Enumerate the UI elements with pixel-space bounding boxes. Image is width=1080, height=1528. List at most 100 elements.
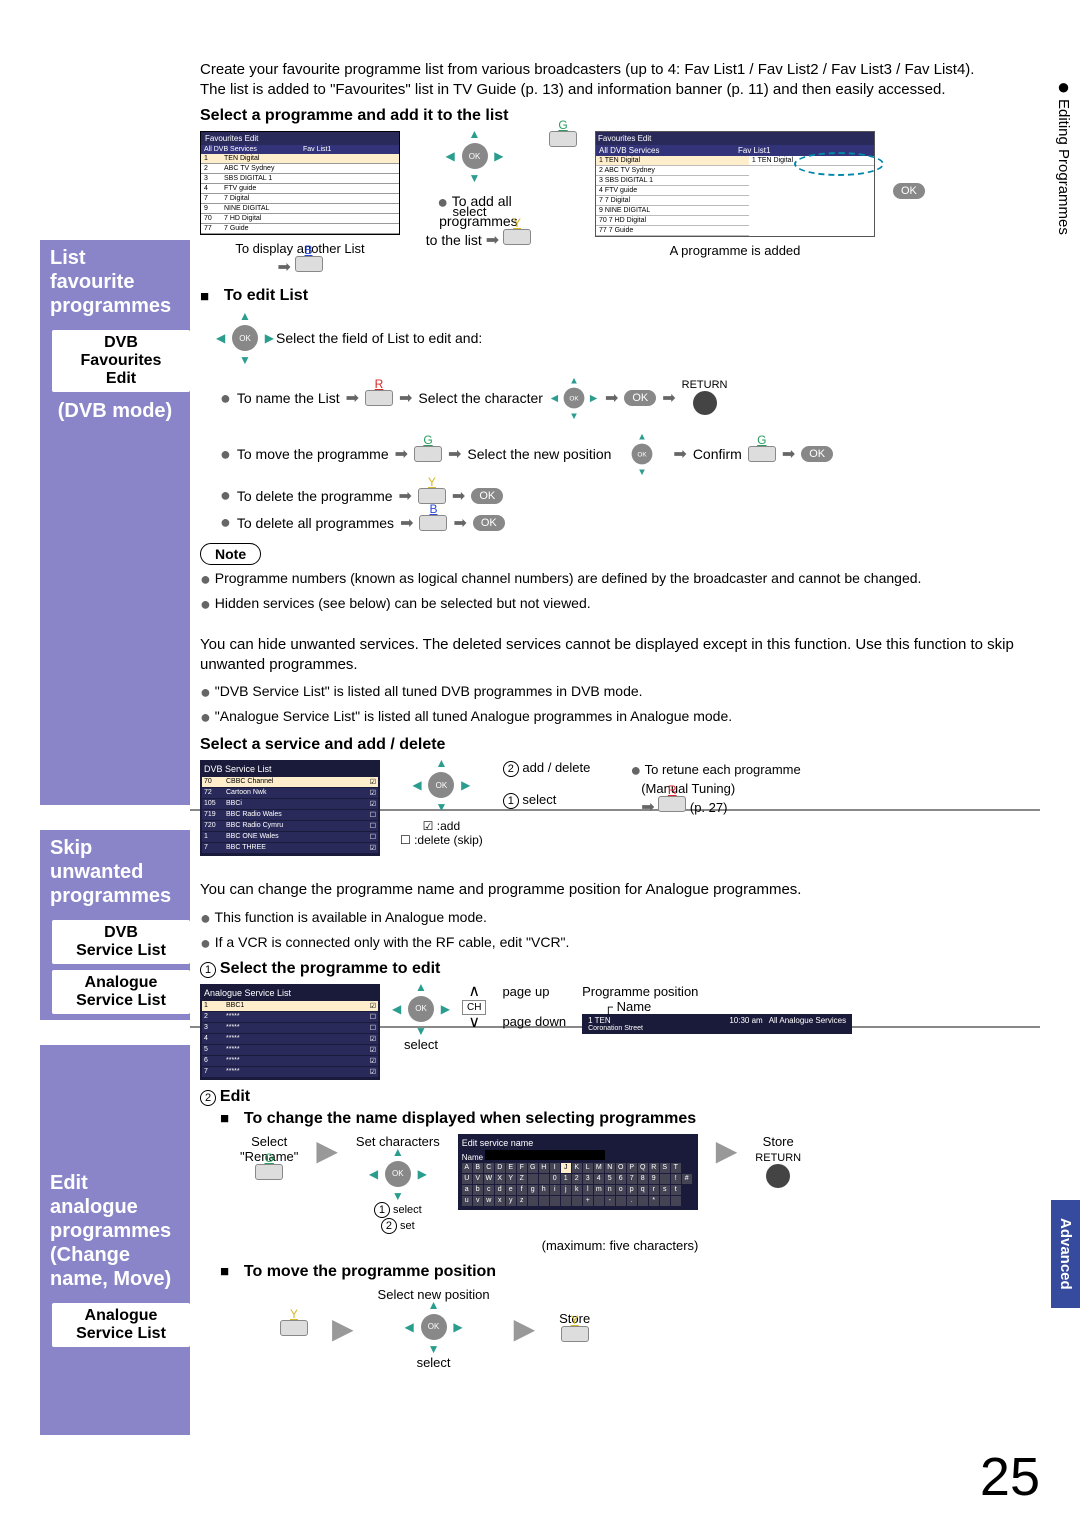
keyboard-key[interactable]: k <box>572 1185 582 1195</box>
green-button-icon[interactable]: G <box>549 131 577 147</box>
keyboard-key[interactable]: 4 <box>594 1174 604 1184</box>
ok-button-icon[interactable]: OK <box>624 390 656 406</box>
keyboard-key[interactable]: 8 <box>638 1174 648 1184</box>
keyboard-key[interactable]: 5 <box>605 1174 615 1184</box>
keyboard-key[interactable]: c <box>484 1185 494 1195</box>
keyboard-key[interactable]: K <box>572 1163 582 1173</box>
keyboard-key[interactable]: q <box>638 1185 648 1195</box>
keyboard-key[interactable] <box>561 1196 571 1206</box>
keyboard-key[interactable]: 0 <box>550 1174 560 1184</box>
dpad-icon[interactable]: ▲▼◀▶ OK <box>220 313 270 363</box>
keyboard-key[interactable] <box>638 1196 648 1206</box>
keyboard-key[interactable]: # <box>682 1174 692 1184</box>
keyboard-key[interactable]: 9 <box>649 1174 659 1184</box>
green-button-icon[interactable]: G <box>748 446 776 462</box>
dpad-icon[interactable]: ▲▼◀▶ OK <box>554 378 594 418</box>
return-button-icon[interactable] <box>766 1164 790 1188</box>
keyboard-key[interactable]: z <box>517 1196 527 1206</box>
keyboard-key[interactable]: g <box>528 1185 538 1195</box>
return-button-icon[interactable] <box>693 391 717 415</box>
keyboard-key[interactable]: M <box>594 1163 604 1173</box>
keyboard-key[interactable]: 3 <box>583 1174 593 1184</box>
keyboard-key[interactable]: l <box>583 1185 593 1195</box>
keyboard-key[interactable]: w <box>484 1196 494 1206</box>
ok-button-icon[interactable]: OK <box>893 183 925 199</box>
red-button-icon[interactable]: R <box>365 390 393 406</box>
ok-button-icon[interactable]: OK <box>473 515 505 531</box>
keyboard-key[interactable]: u <box>462 1196 472 1206</box>
keyboard-key[interactable]: C <box>484 1163 494 1173</box>
keyboard-key[interactable]: j <box>561 1185 571 1195</box>
keyboard-key[interactable]: + <box>583 1196 593 1206</box>
yellow-button-icon[interactable]: Y <box>561 1326 589 1342</box>
keyboard-key[interactable]: d <box>495 1185 505 1195</box>
keyboard-key[interactable]: 6 <box>616 1174 626 1184</box>
dpad-icon[interactable]: ▲▼◀▶ OK <box>396 984 446 1034</box>
keyboard-key[interactable]: S <box>660 1163 670 1173</box>
keyboard-key[interactable]: r <box>649 1185 659 1195</box>
keyboard-key[interactable]: Y <box>506 1174 516 1184</box>
keyboard-key[interactable] <box>594 1196 604 1206</box>
keyboard-key[interactable]: x <box>495 1196 505 1206</box>
keyboard-key[interactable] <box>539 1196 549 1206</box>
keyboard-key[interactable] <box>671 1196 681 1206</box>
keyboard-key[interactable]: I <box>550 1163 560 1173</box>
keyboard-key[interactable]: v <box>473 1196 483 1206</box>
green-button-icon[interactable]: G <box>255 1164 283 1180</box>
keyboard-key[interactable]: A <box>462 1163 472 1173</box>
keyboard-key[interactable] <box>528 1196 538 1206</box>
green-button-icon[interactable]: G <box>414 446 442 462</box>
keyboard-key[interactable]: J <box>561 1163 571 1173</box>
keyboard-key[interactable]: N <box>605 1163 615 1173</box>
keyboard-key[interactable]: 2 <box>572 1174 582 1184</box>
kbd-name-field[interactable] <box>485 1150 605 1160</box>
keyboard-key[interactable]: - <box>605 1196 615 1206</box>
dpad-icon[interactable]: ▲▼◀▶ OK <box>373 1149 423 1199</box>
keyboard-key[interactable]: a <box>462 1185 472 1195</box>
blue-button-icon[interactable]: B <box>295 256 323 272</box>
keyboard-key[interactable] <box>572 1196 582 1206</box>
keyboard-key[interactable] <box>660 1196 670 1206</box>
keyboard-key[interactable] <box>660 1174 670 1184</box>
keyboard-key[interactable]: Q <box>638 1163 648 1173</box>
keyboard-key[interactable] <box>539 1174 549 1184</box>
keyboard-key[interactable]: ! <box>671 1174 681 1184</box>
keyboard-key[interactable]: F <box>517 1163 527 1173</box>
keyboard-key[interactable]: . <box>627 1196 637 1206</box>
dpad-icon[interactable]: ▲▼◀▶ OK <box>450 131 500 181</box>
keyboard-key[interactable]: p <box>627 1185 637 1195</box>
keyboard-key[interactable]: E <box>506 1163 516 1173</box>
keyboard-key[interactable] <box>550 1196 560 1206</box>
keyboard-key[interactable] <box>616 1196 626 1206</box>
keyboard-key[interactable]: m <box>594 1185 604 1195</box>
keyboard-key[interactable]: * <box>649 1196 659 1206</box>
keyboard-key[interactable]: V <box>473 1174 483 1184</box>
keyboard-key[interactable]: y <box>506 1196 516 1206</box>
blue-button-icon[interactable]: B <box>419 515 447 531</box>
red-button-icon[interactable]: R <box>658 796 686 812</box>
keyboard-key[interactable]: Z <box>517 1174 527 1184</box>
keyboard-key[interactable]: R <box>649 1163 659 1173</box>
keyboard-key[interactable]: s <box>660 1185 670 1195</box>
keyboard-key[interactable]: T <box>671 1163 681 1173</box>
channel-up-down-icon[interactable]: ∧ CH ∨ <box>462 984 486 1031</box>
keyboard-key[interactable]: e <box>506 1185 516 1195</box>
yellow-button-icon[interactable]: Y <box>503 229 531 245</box>
keyboard-key[interactable]: X <box>495 1174 505 1184</box>
dpad-icon[interactable]: ▲▼◀▶ OK <box>409 1302 459 1352</box>
keyboard-key[interactable]: O <box>616 1163 626 1173</box>
keyboard-key[interactable]: H <box>539 1163 549 1173</box>
keyboard-key[interactable]: P <box>627 1163 637 1173</box>
keyboard-key[interactable]: 7 <box>627 1174 637 1184</box>
keyboard-key[interactable]: t <box>671 1185 681 1195</box>
keyboard-key[interactable]: D <box>495 1163 505 1173</box>
keyboard-key[interactable]: U <box>462 1174 472 1184</box>
ok-button-icon[interactable]: OK <box>471 488 503 504</box>
keyboard-key[interactable]: i <box>550 1185 560 1195</box>
keyboard-key[interactable]: G <box>528 1163 538 1173</box>
keyboard-key[interactable]: L <box>583 1163 593 1173</box>
keyboard-key[interactable]: o <box>616 1185 626 1195</box>
keyboard-key[interactable]: 1 <box>561 1174 571 1184</box>
dpad-icon[interactable]: ▲▼◀▶ OK <box>416 760 466 810</box>
keyboard-key[interactable]: b <box>473 1185 483 1195</box>
